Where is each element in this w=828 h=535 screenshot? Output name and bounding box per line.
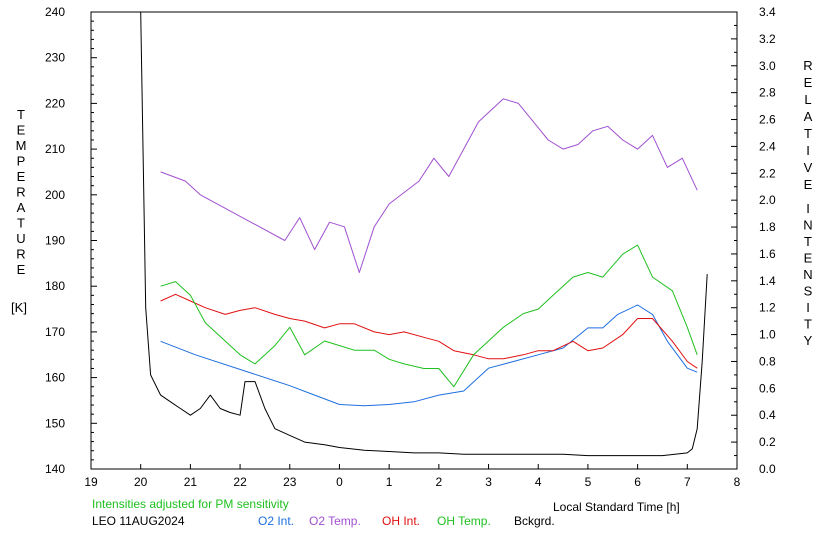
legend-bckgrd: Bckgrd. [514, 514, 555, 528]
right-label-letter: A [804, 109, 813, 124]
right-tick-label: 1.6 [759, 247, 776, 261]
right-tick-label: 1.0 [759, 328, 776, 342]
left-label-letter: R [16, 185, 25, 200]
legend-oh-temp: OH Temp. [437, 514, 491, 528]
right-label-letter: N [803, 218, 812, 233]
right-label-letter: S [804, 284, 813, 299]
right-label-letter: N [803, 267, 812, 282]
note-text: Intensities adjusted for PM sensitivity [92, 497, 289, 511]
x-tick-label: 6 [634, 475, 641, 489]
x-axis: 19 20 21 22 23 0 1 2 3 4 5 6 7 8 [84, 464, 741, 489]
right-tick-label: 0.4 [759, 408, 776, 422]
right-label-letter: T [804, 126, 812, 141]
right-label-letter: T [804, 317, 812, 332]
left-label-letter: E [17, 262, 26, 277]
series-layer [140, 11, 708, 457]
left-tick-label: 150 [45, 416, 65, 430]
right-label-letter: I [806, 201, 810, 216]
x-tick-label: 0 [336, 475, 343, 489]
left-label-letter: T [17, 216, 25, 231]
right-tick-label: 0.6 [759, 381, 776, 395]
right-tick-label: 2.0 [759, 193, 776, 207]
left-tick-label: 210 [45, 142, 65, 156]
left-label-letter: M [16, 138, 27, 153]
left-label-letter: T [17, 107, 25, 122]
left-tick-label: 190 [45, 234, 65, 248]
right-label-letter: R [803, 58, 812, 73]
right-tick-label: 1.4 [759, 274, 776, 288]
plot-frame [90, 11, 738, 470]
left-tick-label: 240 [45, 5, 65, 19]
x-tick-label: 5 [585, 475, 592, 489]
series-o2-int-line [160, 304, 698, 407]
right-label-letter: V [804, 160, 813, 175]
right-tick-label: 3.4 [759, 5, 776, 19]
right-y-axis: 0.0 0.2 0.4 0.6 0.8 1.0 1.2 1.4 1.6 1.8 2.0 2.2 2.4 2… [731, 5, 776, 476]
right-label-letter: E [804, 177, 813, 192]
right-tick-label: 0.2 [759, 435, 776, 449]
left-label-letter: E [17, 169, 26, 184]
right-tick-label: 0.0 [759, 462, 776, 476]
right-label-letter: E [804, 75, 813, 90]
series-oh-int-line [160, 293, 698, 369]
right-label-letter: I [806, 300, 810, 315]
left-label-letter: R [16, 247, 25, 262]
x-tick-label: 8 [734, 475, 741, 489]
legend-o2-temp: O2 Temp. [309, 514, 361, 528]
x-axis-label: Local Standard Time [h] [553, 500, 680, 514]
x-tick-label: 23 [283, 475, 297, 489]
left-tick-label: 140 [45, 462, 65, 476]
x-tick-label: 22 [233, 475, 247, 489]
station-date: LEO 11AUG2024 [92, 514, 185, 528]
left-tick-label: 200 [45, 188, 65, 202]
legend-oh-int: OH Int. [382, 514, 421, 528]
left-tick-label: 220 [45, 96, 65, 110]
right-tick-label: 2.8 [759, 86, 776, 100]
x-tick-label: 2 [436, 475, 443, 489]
right-tick-label: 2.2 [759, 166, 776, 180]
right-label-letter: L [804, 92, 811, 107]
right-label-letter: I [806, 143, 810, 158]
x-tick-label: 21 [184, 475, 198, 489]
right-tick-label: 3.2 [759, 32, 776, 46]
left-tick-label: 160 [45, 371, 65, 385]
right-tick-label: 1.8 [759, 220, 776, 234]
left-label-letter: E [17, 123, 26, 138]
x-tick-label: 7 [684, 475, 691, 489]
right-label-letter: Y [804, 333, 813, 348]
x-tick-label: 1 [386, 475, 393, 489]
legend-o2-int: O2 Int. [258, 514, 295, 528]
left-unit-label: [K] [11, 300, 27, 315]
x-tick-label: 19 [84, 475, 98, 489]
left-label-letter: U [16, 231, 25, 246]
left-label-letter: A [17, 200, 26, 215]
x-tick-label: 3 [485, 475, 492, 489]
right-tick-label: 0.8 [759, 354, 776, 368]
right-label-letter: E [804, 251, 813, 266]
x-tick-label: 20 [134, 475, 148, 489]
right-tick-label: 2.6 [759, 113, 776, 127]
x-tick-label: 4 [535, 475, 542, 489]
series-oh-temp-line [160, 244, 698, 388]
right-tick-label: 2.4 [759, 139, 776, 153]
right-tick-label: 3.0 [759, 59, 776, 73]
series-o2-temp-line [160, 98, 698, 273]
left-tick-label: 170 [45, 325, 65, 339]
left-tick-label: 180 [45, 279, 65, 293]
right-tick-label: 1.2 [759, 301, 776, 315]
left-tick-label: 230 [45, 51, 65, 65]
right-label-letter: T [804, 234, 812, 249]
left-y-axis: 140 150 160 170 180 190 200 210 220 230 240 [45, 5, 97, 476]
series-bckgrd-line [140, 11, 708, 457]
left-label-letter: P [17, 154, 26, 169]
